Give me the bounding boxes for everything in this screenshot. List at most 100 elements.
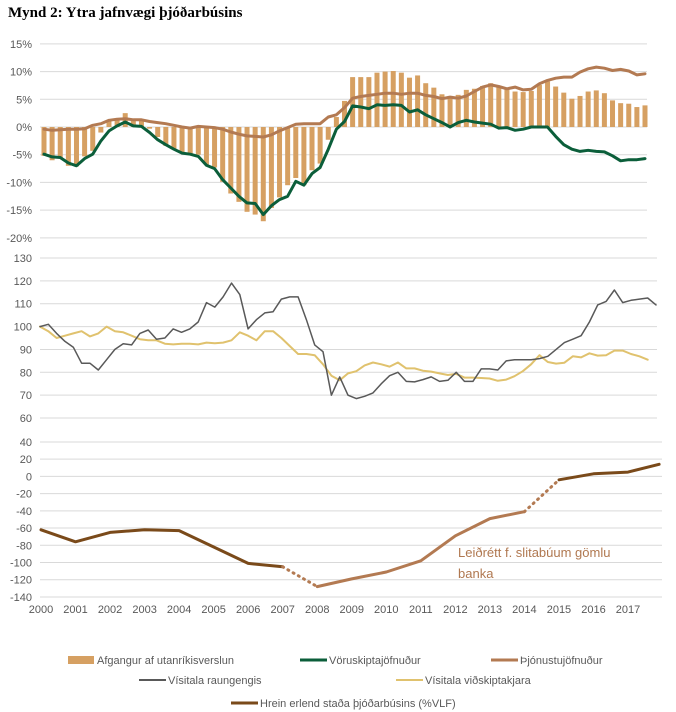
bar: [147, 127, 153, 129]
bar: [350, 77, 356, 127]
bar: [626, 103, 632, 127]
bar: [455, 94, 461, 127]
bar: [634, 107, 640, 127]
bar: [415, 75, 421, 127]
legend-label: Þjónustujöfnuður: [520, 655, 603, 667]
y-tick-label: -140: [10, 592, 32, 604]
bar: [480, 85, 486, 127]
y-tick-label: -40: [16, 506, 32, 518]
legend-swatch: [68, 656, 94, 664]
bar: [301, 127, 307, 186]
iip-line: [557, 462, 661, 482]
real-exchange-rate-line: [39, 282, 657, 400]
annotation: Leiðrétt f. slitabúum gömlu: [458, 545, 610, 560]
bar: [553, 86, 559, 127]
goods-balance-line: [42, 103, 647, 217]
bar: [65, 127, 71, 166]
bar: [171, 127, 177, 149]
bar: [309, 127, 315, 171]
bar: [601, 93, 607, 127]
bar: [73, 127, 79, 167]
bar: [90, 127, 96, 151]
bar: [593, 90, 599, 127]
x-tick-label: 2005: [201, 604, 225, 616]
legend-label: Vísitala viðskiptakjara: [425, 675, 532, 687]
bar: [577, 95, 583, 127]
iip-dotted-line: [281, 565, 319, 589]
x-tick-label: 2014: [512, 604, 536, 616]
bar: [504, 88, 510, 127]
bar: [610, 100, 616, 127]
y-tick-label: 90: [20, 344, 32, 356]
x-tick-label: 2012: [443, 604, 467, 616]
bar: [244, 127, 250, 212]
bar: [545, 81, 551, 127]
x-tick-label: 2009: [340, 604, 364, 616]
x-tick-label: 2016: [581, 604, 605, 616]
bar: [471, 88, 477, 127]
x-tick-label: 2001: [63, 604, 87, 616]
bar: [187, 127, 193, 154]
bar: [618, 103, 624, 127]
bar: [277, 127, 283, 198]
bar: [642, 105, 648, 127]
x-tick-label: 2015: [547, 604, 571, 616]
x-tick-label: 2008: [305, 604, 329, 616]
bar: [49, 127, 55, 161]
bar: [382, 71, 388, 127]
bar: [138, 119, 144, 127]
y-tick-label: 80: [20, 367, 32, 379]
bar: [528, 90, 534, 127]
bar: [252, 127, 258, 215]
bar: [342, 100, 347, 127]
bar: [358, 77, 364, 127]
bar: [236, 127, 242, 202]
bar: [268, 127, 274, 208]
x-tick-label: 2011: [409, 604, 433, 616]
x-tick-label: 2003: [132, 604, 156, 616]
bar: [293, 127, 299, 178]
bar: [195, 127, 201, 155]
y-tick-label: 0: [26, 471, 32, 483]
bar: [163, 127, 169, 146]
bar: [447, 95, 453, 127]
bar: [333, 117, 339, 127]
y-tick-label: -15%: [6, 205, 32, 217]
iip-dotted-line: [522, 478, 561, 514]
x-tick-label: 2007: [270, 604, 294, 616]
bar: [317, 127, 323, 164]
bar: [212, 127, 218, 168]
y-tick-label: -20%: [6, 233, 32, 245]
bar: [431, 87, 437, 127]
bar: [398, 72, 404, 127]
y-tick-label: 100: [14, 322, 32, 334]
bar: [57, 127, 63, 158]
x-tick-label: 2017: [616, 604, 640, 616]
bar: [114, 118, 120, 127]
bar: [325, 127, 331, 140]
bar: [536, 84, 542, 127]
bar: [512, 91, 518, 127]
y-tick-label: 0%: [16, 122, 32, 134]
bar: [106, 121, 112, 127]
x-tick-label: 2004: [167, 604, 191, 616]
y-tick-label: 70: [20, 390, 32, 402]
bar: [203, 127, 209, 165]
bar: [439, 94, 445, 127]
bar: [41, 127, 47, 156]
bar: [520, 92, 526, 127]
x-tick-label: 2000: [29, 604, 53, 616]
bar: [228, 127, 234, 194]
y-tick-label: 40: [20, 437, 32, 449]
iip-adjusted-line: [315, 510, 526, 589]
bar: [366, 77, 372, 127]
x-tick-label: 2002: [98, 604, 122, 616]
y-tick-label: 15%: [10, 39, 32, 51]
bar: [82, 127, 88, 157]
services-balance-line: [42, 65, 647, 139]
bar: [98, 127, 104, 133]
bar: [179, 127, 185, 152]
annotation: banka: [458, 566, 494, 581]
y-tick-label: -100: [10, 558, 32, 570]
